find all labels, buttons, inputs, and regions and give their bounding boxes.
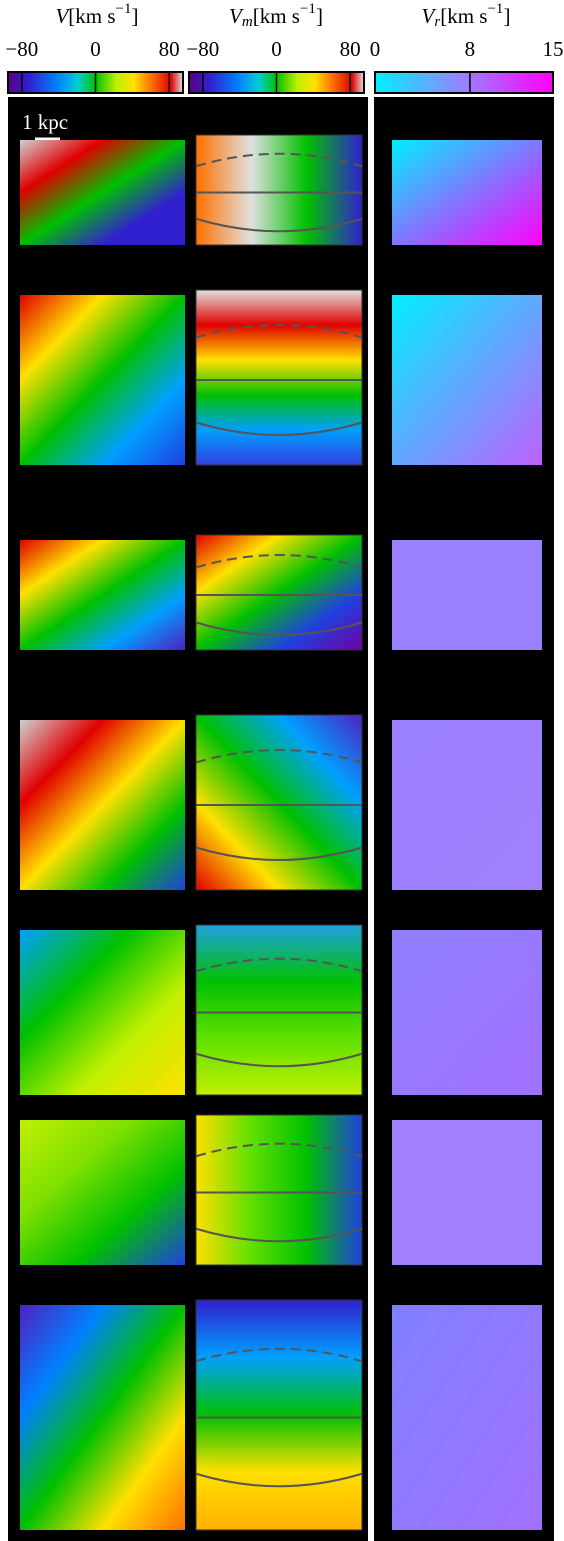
tick-label: 8 — [465, 37, 476, 61]
colorbar-label: Vm[km s−1] — [229, 1, 323, 30]
velocity-map — [20, 930, 185, 1095]
dispersion-map — [392, 295, 542, 465]
exponent: −1 — [487, 1, 503, 17]
model-map — [196, 290, 362, 465]
subscript: m — [242, 14, 253, 30]
dispersion-map — [392, 720, 542, 890]
suffix: ] — [132, 4, 139, 28]
colorbar-label: V[km s−1] — [55, 1, 138, 27]
scale-bar-label: 1 kpc — [22, 110, 68, 134]
velocity-map — [20, 295, 185, 465]
dispersion-map — [392, 540, 542, 650]
unit: [km s — [440, 4, 487, 28]
tick-label: 0 — [370, 37, 381, 61]
suffix: ] — [316, 4, 323, 28]
unit: [km s — [68, 4, 115, 28]
model-map — [196, 715, 362, 890]
velocity-map — [20, 720, 185, 890]
tick-label: −80 — [186, 37, 219, 61]
velocity-map — [20, 1305, 185, 1530]
suffix: ] — [503, 4, 510, 28]
dispersion-map — [392, 140, 542, 245]
model-map — [196, 1300, 362, 1530]
tick-label: 0 — [271, 37, 282, 61]
tick-label: 80 — [340, 37, 361, 61]
dispersion-map — [392, 930, 542, 1095]
tick-label: 0 — [90, 37, 101, 61]
exponent: −1 — [116, 1, 132, 17]
model-map — [196, 1115, 362, 1265]
model-map — [196, 535, 362, 650]
colorbar-label: Vr[km s−1] — [422, 1, 511, 30]
dispersion-map — [392, 1305, 542, 1530]
velocity-map — [20, 1120, 185, 1265]
unit: [km s — [253, 4, 300, 28]
model-map — [196, 925, 362, 1095]
exponent: −1 — [300, 1, 316, 17]
colorbar — [375, 72, 553, 93]
velocity-map — [20, 140, 185, 245]
tick-label: 15 — [543, 37, 564, 61]
tick-label: −80 — [5, 37, 38, 61]
tick-label: 80 — [159, 37, 180, 61]
figure: 1 kpc V[km s−1]−80080Vm[km s−1]−80080Vr[… — [0, 0, 564, 1541]
dispersion-map — [392, 1120, 542, 1265]
velocity-map — [20, 540, 185, 650]
model-map — [196, 135, 362, 245]
